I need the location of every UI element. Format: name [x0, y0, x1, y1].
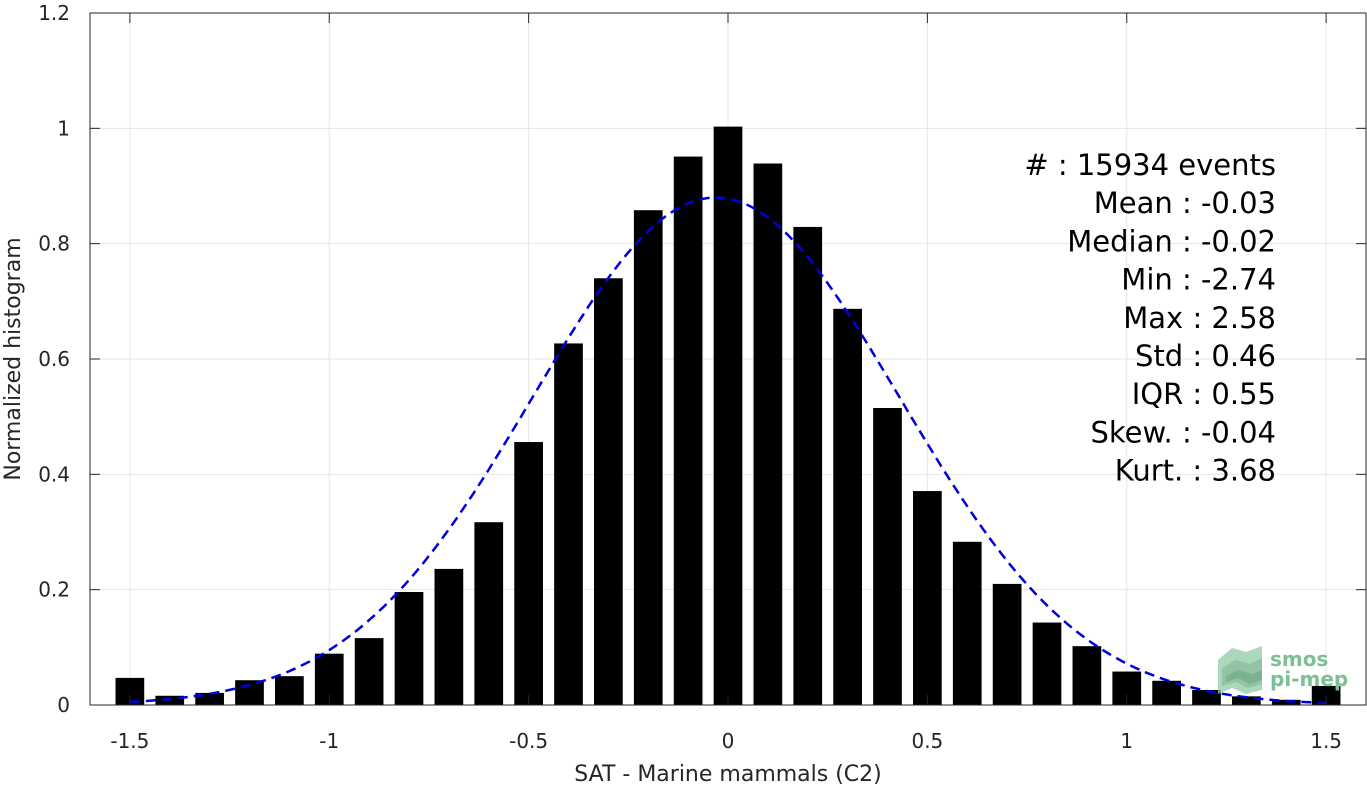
x-tick-label: 1: [1120, 729, 1133, 753]
histogram-bars: [115, 126, 1341, 706]
stats-line: Mean : -0.03: [1094, 186, 1276, 220]
x-tick-label: -1: [319, 729, 339, 753]
stats-line: Min : -2.74: [1121, 263, 1276, 297]
stats-line: Std : 0.46: [1135, 339, 1276, 373]
histogram-bar: [275, 676, 304, 705]
histogram-bar: [952, 541, 982, 705]
y-tick-label: 0.4: [38, 462, 70, 486]
histogram-bar: [354, 638, 384, 705]
histogram-bar: [155, 695, 185, 705]
histogram-bar: [1232, 696, 1261, 705]
histogram-bar: [1032, 622, 1062, 705]
histogram-bar: [633, 210, 663, 705]
histogram-bar: [554, 343, 583, 705]
histogram-bar: [992, 583, 1022, 705]
histogram-bar: [873, 408, 902, 705]
y-tick-label: 0.2: [38, 578, 70, 602]
x-tick-label: -1.5: [110, 729, 149, 753]
y-axis-label: Normalized histogram: [1, 237, 26, 480]
stats-line: IQR : 0.55: [1132, 377, 1276, 411]
histogram-bar: [434, 568, 464, 705]
histogram-bar: [833, 308, 862, 705]
stats-line: # : 15934 events: [1024, 148, 1276, 182]
stats-line: Kurt. : 3.68: [1115, 454, 1276, 488]
histogram-bar: [474, 522, 504, 705]
stats-line: Median : -0.02: [1067, 224, 1276, 258]
y-tick-label: 1.2: [38, 1, 70, 25]
histogram-bar: [673, 156, 703, 706]
stats-line: Skew. : -0.04: [1090, 415, 1276, 449]
logo-wave-icon: [1218, 646, 1262, 694]
histogram-bar: [514, 442, 543, 705]
y-tick-label: 1: [57, 116, 70, 140]
x-tick-label: 1.5: [1310, 729, 1342, 753]
histogram-bar: [394, 591, 424, 705]
x-axis-ticks: -1.5 -1 -0.5 0 0.5 1 1.5: [110, 13, 1342, 753]
logo-line-1: smos: [1270, 647, 1328, 671]
y-tick-label: 0.6: [38, 347, 70, 371]
stats-box: # : 15934 events Mean : -0.03 Median : -0.…: [1024, 148, 1276, 488]
histogram-bar: [913, 491, 942, 705]
stats-line: Max : 2.58: [1123, 301, 1276, 335]
histogram-bar: [1152, 680, 1181, 705]
y-axis-ticks: 0 0.2 0.4 0.6 0.8 1 1.2: [38, 1, 1366, 717]
histogram-bar: [594, 278, 623, 705]
y-tick-label: 0: [57, 693, 70, 717]
y-tick-label: 0.8: [38, 232, 70, 256]
smos-pimep-logo: smos pi-mep: [1218, 646, 1348, 694]
histogram-bar: [713, 126, 743, 705]
histogram-bar: [753, 163, 783, 705]
histogram-bar: [1271, 699, 1301, 705]
logo-line-2: pi-mep: [1270, 667, 1348, 691]
histogram-bar: [793, 226, 823, 705]
x-axis-label: SAT - Marine mammals (C2): [574, 762, 882, 785]
x-tick-label: 0.5: [911, 729, 943, 753]
histogram-bar: [1072, 646, 1102, 705]
normal-fit-curve: [129, 196, 1327, 705]
histogram-bar: [1192, 690, 1221, 705]
x-tick-label: -0.5: [509, 729, 548, 753]
x-tick-label: 0: [722, 729, 735, 753]
